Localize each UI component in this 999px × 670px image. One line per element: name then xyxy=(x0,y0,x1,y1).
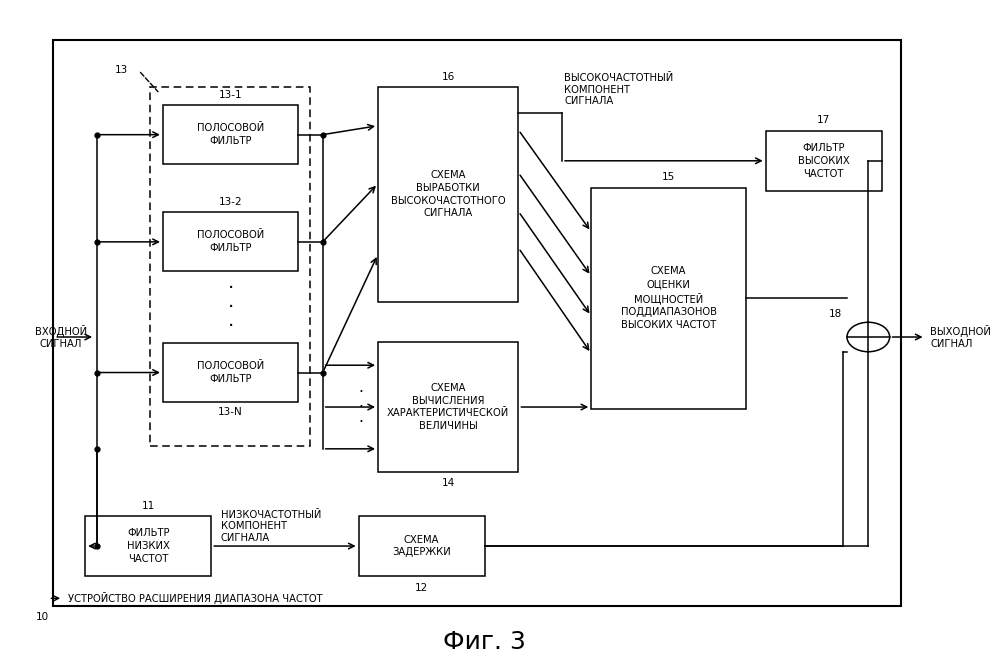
Text: УСТРОЙСТВО РАСШИРЕНИЯ ДИАПАЗОНА ЧАСТОТ: УСТРОЙСТВО РАСШИРЕНИЯ ДИАПАЗОНА ЧАСТОТ xyxy=(68,592,323,604)
Text: СХЕМА
ОЦЕНКИ
МОЩНОСТЕЙ
ПОДДИАПАЗОНОВ
ВЫСОКИХ ЧАСТОТ: СХЕМА ОЦЕНКИ МОЩНОСТЕЙ ПОДДИАПАЗОНОВ ВЫС… xyxy=(620,267,716,330)
Text: ФИЛЬТР
НИЗКИХ
ЧАСТОТ: ФИЛЬТР НИЗКИХ ЧАСТОТ xyxy=(127,528,170,564)
Text: 13-1: 13-1 xyxy=(219,90,243,100)
Text: 11: 11 xyxy=(142,500,155,511)
Text: ·
·
·: · · · xyxy=(358,385,363,429)
FancyBboxPatch shape xyxy=(378,87,518,302)
Text: 16: 16 xyxy=(442,72,455,82)
Bar xyxy=(150,87,310,446)
FancyBboxPatch shape xyxy=(378,342,518,472)
Text: ПОЛОСОВОЙ
ФИЛЬТР: ПОЛОСОВОЙ ФИЛЬТР xyxy=(197,230,265,253)
Text: СХЕМА
ЗАДЕРЖКИ: СХЕМА ЗАДЕРЖКИ xyxy=(393,535,451,557)
Text: ВЫХОДНОЙ
СИГНАЛ: ВЫХОДНОЙ СИГНАЛ xyxy=(930,325,991,349)
Text: СХЕМА
ВЫЧИСЛЕНИЯ
ХАРАКТЕРИСТИЧЕСКОЙ
ВЕЛИЧИНЫ: СХЕМА ВЫЧИСЛЕНИЯ ХАРАКТЕРИСТИЧЕСКОЙ ВЕЛИ… xyxy=(387,383,509,431)
Text: 13-N: 13-N xyxy=(218,407,243,417)
Text: Фиг. 3: Фиг. 3 xyxy=(444,630,526,654)
FancyBboxPatch shape xyxy=(163,343,299,402)
Text: ·
·
·: · · · xyxy=(228,279,234,336)
Circle shape xyxy=(847,322,890,352)
Text: СХЕМА
ВЫРАБОТКИ
ВЫСОКОЧАСТОТНОГО
СИГНАЛА: СХЕМА ВЫРАБОТКИ ВЫСОКОЧАСТОТНОГО СИГНАЛА xyxy=(391,170,505,218)
Text: 13: 13 xyxy=(114,66,128,75)
FancyBboxPatch shape xyxy=(765,131,882,191)
FancyBboxPatch shape xyxy=(85,516,211,576)
Text: 18: 18 xyxy=(829,309,842,319)
Text: ВЫСОКОЧАСТОТНЫЙ
КОМПОНЕНТ
СИГНАЛА: ВЫСОКОЧАСТОТНЫЙ КОМПОНЕНТ СИГНАЛА xyxy=(564,73,673,106)
FancyBboxPatch shape xyxy=(163,212,299,271)
Text: 13-2: 13-2 xyxy=(219,197,243,207)
FancyBboxPatch shape xyxy=(163,105,299,164)
Text: 10: 10 xyxy=(35,612,49,622)
Bar xyxy=(53,40,901,606)
Text: НИЗКОЧАСТОТНЫЙ
КОМПОНЕНТ
СИГНАЛА: НИЗКОЧАСТОТНЫЙ КОМПОНЕНТ СИГНАЛА xyxy=(221,509,322,543)
Text: 12: 12 xyxy=(415,583,429,593)
Text: 17: 17 xyxy=(817,115,830,125)
Text: 14: 14 xyxy=(442,478,455,488)
Text: ПОЛОСОВОЙ
ФИЛЬТР: ПОЛОСОВОЙ ФИЛЬТР xyxy=(197,361,265,384)
Text: 15: 15 xyxy=(662,172,675,182)
Text: ВХОДНОЙ
СИГНАЛ: ВХОДНОЙ СИГНАЛ xyxy=(35,325,87,349)
Text: ФИЛЬТР
ВЫСОКИХ
ЧАСТОТ: ФИЛЬТР ВЫСОКИХ ЧАСТОТ xyxy=(798,143,849,179)
Text: ПОЛОСОВОЙ
ФИЛЬТР: ПОЛОСОВОЙ ФИЛЬТР xyxy=(197,123,265,146)
FancyBboxPatch shape xyxy=(359,516,485,576)
FancyBboxPatch shape xyxy=(591,188,746,409)
